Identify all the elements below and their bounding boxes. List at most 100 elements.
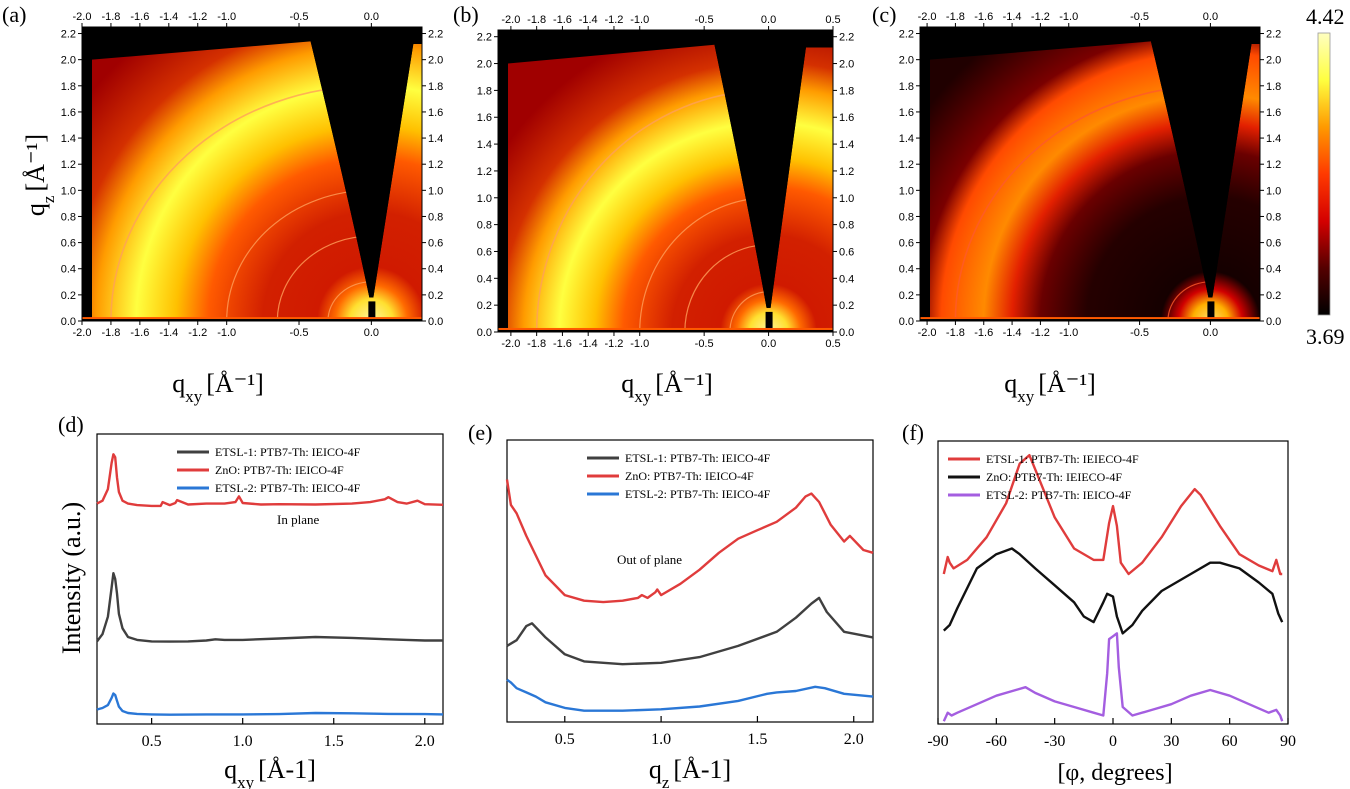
y-tick-label: 1.8 — [61, 81, 76, 93]
legend-label: ETSL-2: PTB7-Th: IEICO-4F — [625, 487, 771, 501]
y-tick-label: 1.4 — [61, 133, 76, 145]
y-tick-label: 0.0 — [839, 327, 854, 339]
x-tick-label: -1.0 — [1059, 11, 1078, 23]
y-tick-label: 1.6 — [899, 107, 914, 119]
scattering-intensity — [92, 41, 422, 321]
line-plot-f: ETSL-1: PTB7-Th: IEIECO-4F ZnO: PTB7-Th: … — [927, 440, 1296, 750]
x-tick-label: 0.5 — [825, 338, 840, 350]
x-tick-label: -1.2 — [1031, 11, 1050, 23]
x-tick-label: -1.4 — [159, 327, 178, 339]
y-tick-label: 0.6 — [899, 238, 914, 250]
x-tick-label: -2.0 — [501, 14, 520, 26]
x-tick-label: -1.6 — [974, 11, 993, 23]
x-tick-label: -2.0 — [501, 338, 520, 350]
y-tick-label: 0.2 — [61, 290, 76, 302]
y-tick-label: 2.2 — [899, 29, 914, 41]
series-line — [96, 572, 443, 643]
y-tick-label: 1.6 — [1266, 107, 1281, 119]
legend-label: ETSL-1: PTB7-Th: IEICO-4F — [625, 451, 771, 465]
y-tick-label: 2.0 — [477, 59, 492, 71]
series-line — [96, 692, 444, 716]
y-tick-label: 1.6 — [839, 112, 854, 124]
x-tick-label: -30 — [1044, 733, 1065, 750]
intensity-y-axis-label: Intensity (a.u.) — [57, 502, 86, 654]
y-tick-label: 1.0 — [899, 185, 914, 197]
heatmap-x-axis-label-a: qxy [Å⁻¹] — [172, 369, 264, 406]
heatmap-y-axis-label: qz[Å⁻¹] — [21, 134, 58, 216]
x-tick-label: -1.0 — [630, 14, 649, 26]
diffraction-ring — [954, 85, 1211, 321]
line-plot-d: ETSL-1: PTB7-Th: IEICO-4F ZnO: PTB7-Th: I… — [96, 433, 444, 750]
x-tick-label: -2.0 — [918, 327, 937, 339]
y-tick-label: 1.8 — [428, 81, 443, 93]
y-tick-label: 0.0 — [477, 327, 492, 339]
y-tick-label: 2.0 — [61, 55, 76, 67]
x-tick-label: 1.0 — [651, 731, 671, 748]
x-tick-label: 1.5 — [747, 731, 767, 748]
y-tick-label: 1.4 — [1266, 133, 1281, 145]
x-tick-label: -1.8 — [101, 327, 120, 339]
horizon-line — [498, 327, 833, 331]
colorbar — [1317, 32, 1331, 316]
x-tick-label: 60 — [1222, 733, 1238, 750]
scattering-intensity — [930, 41, 1260, 321]
y-tick-label: 1.4 — [839, 139, 854, 151]
colorbar-max-label: 4.42 — [1306, 4, 1345, 29]
series-line — [506, 678, 874, 712]
y-tick-label: 0.0 — [899, 316, 914, 328]
diffraction-ring — [535, 89, 769, 332]
x-tick-label: -0.5 — [695, 14, 714, 26]
y-tick-label: 0.4 — [899, 264, 914, 276]
y-tick-label: 0.2 — [428, 290, 443, 302]
x-tick-label: -1.8 — [946, 327, 965, 339]
series-line — [506, 596, 874, 666]
line-x-axis-label-d: qxy [Å-1] — [224, 755, 316, 789]
y-tick-label: 2.2 — [61, 29, 76, 41]
x-tick-label: 2.0 — [415, 733, 435, 750]
y-tick-label: 1.6 — [428, 107, 443, 119]
diffraction-ring — [729, 291, 769, 332]
x-tick-label: -1.4 — [159, 11, 178, 23]
series-line — [942, 632, 1284, 722]
x-tick-label: -1.6 — [553, 338, 572, 350]
y-tick-label: 0.2 — [1266, 290, 1281, 302]
x-tick-label: 0.0 — [1203, 327, 1218, 339]
x-tick-label: 0.0 — [761, 338, 776, 350]
x-tick-label: -60 — [986, 733, 1007, 750]
y-tick-label: 1.2 — [477, 166, 492, 178]
diffraction-ring — [684, 244, 769, 332]
plot-frame — [96, 433, 444, 725]
x-tick-label: 1.0 — [233, 733, 253, 750]
legend-label: ETSL-1: PTB7-Th: IEIECO-4F — [986, 452, 1139, 466]
sample-shadow — [498, 329, 833, 332]
giwaxs-map-b: -2.0 -1.8 -1.6 -1.4 -1.2 -1.0 -0.5 0.0 0.5-2.0 -1… — [477, 14, 855, 350]
missing-wedge — [1150, 27, 1252, 298]
x-tick-label: -1.8 — [946, 11, 965, 23]
y-tick-label: 0.8 — [428, 211, 443, 223]
x-tick-label: -1.4 — [579, 14, 598, 26]
scattering-intensity — [508, 44, 833, 332]
giwaxs-map-a: -2.0 -1.8 -1.6 -1.4 -1.2 -1.0 -0.5 0.0-2.0 -1.8-… — [61, 11, 444, 339]
y-tick-label: 2.0 — [1266, 55, 1281, 67]
horizon-line — [920, 317, 1260, 321]
y-tick-label: 1.0 — [428, 185, 443, 197]
x-tick-label: -0.5 — [695, 338, 714, 350]
y-tick-label: 1.2 — [428, 159, 443, 171]
x-tick-label: -1.6 — [130, 11, 149, 23]
x-tick-label: 0.5 — [142, 733, 162, 750]
missing-wedge — [714, 30, 806, 308]
x-tick-label: -0.5 — [1130, 11, 1149, 23]
x-tick-label: -1.6 — [130, 327, 149, 339]
y-tick-label: 0.2 — [899, 290, 914, 302]
y-tick-label: 1.0 — [477, 193, 492, 205]
diffraction-ring — [226, 189, 372, 321]
annotation: In plane — [277, 512, 319, 527]
x-tick-label: -1.6 — [974, 327, 993, 339]
diffraction-ring — [1167, 281, 1211, 321]
x-tick-label: -1.2 — [604, 14, 623, 26]
x-tick-label: -1.0 — [217, 327, 236, 339]
diffraction-ring — [327, 281, 372, 321]
y-tick-label: 0.6 — [1266, 238, 1281, 250]
x-tick-label: -1.6 — [553, 14, 572, 26]
x-tick-label: -1.0 — [630, 338, 649, 350]
